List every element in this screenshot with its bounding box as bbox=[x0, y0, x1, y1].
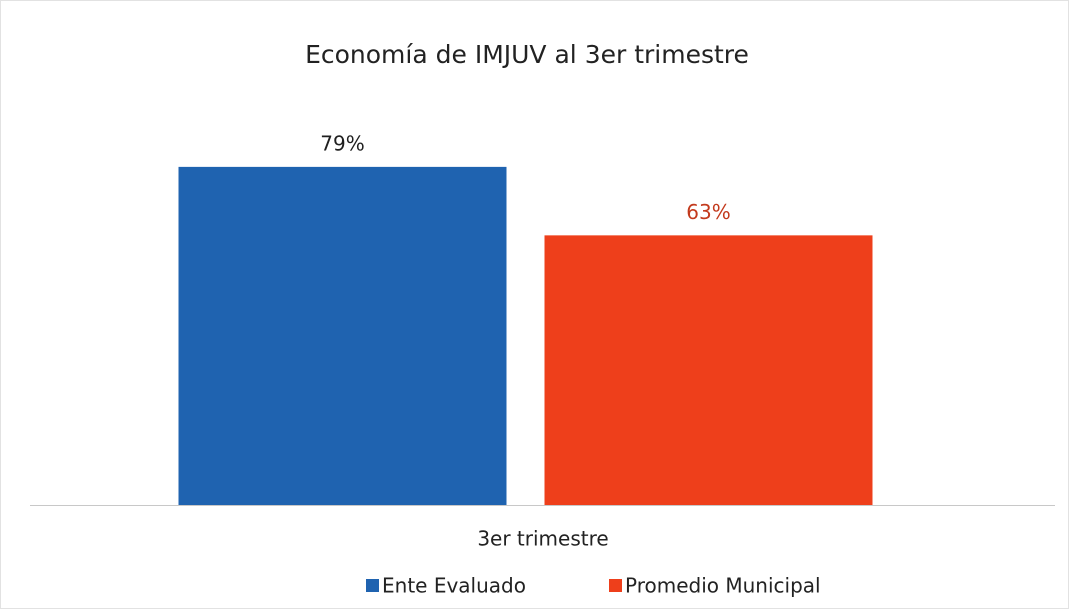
x-tick-label: 3er trimestre bbox=[477, 527, 608, 551]
legend-swatch bbox=[366, 579, 379, 592]
bar bbox=[178, 166, 507, 505]
legend-swatch bbox=[609, 579, 622, 592]
chart-title: Economía de IMJUV al 3er trimestre bbox=[305, 40, 749, 69]
legend-label: Ente Evaluado bbox=[382, 574, 526, 598]
data-label: 63% bbox=[686, 200, 730, 224]
data-label: 79% bbox=[320, 131, 364, 155]
bar bbox=[544, 235, 873, 506]
legend-label: Promedio Municipal bbox=[625, 574, 821, 598]
